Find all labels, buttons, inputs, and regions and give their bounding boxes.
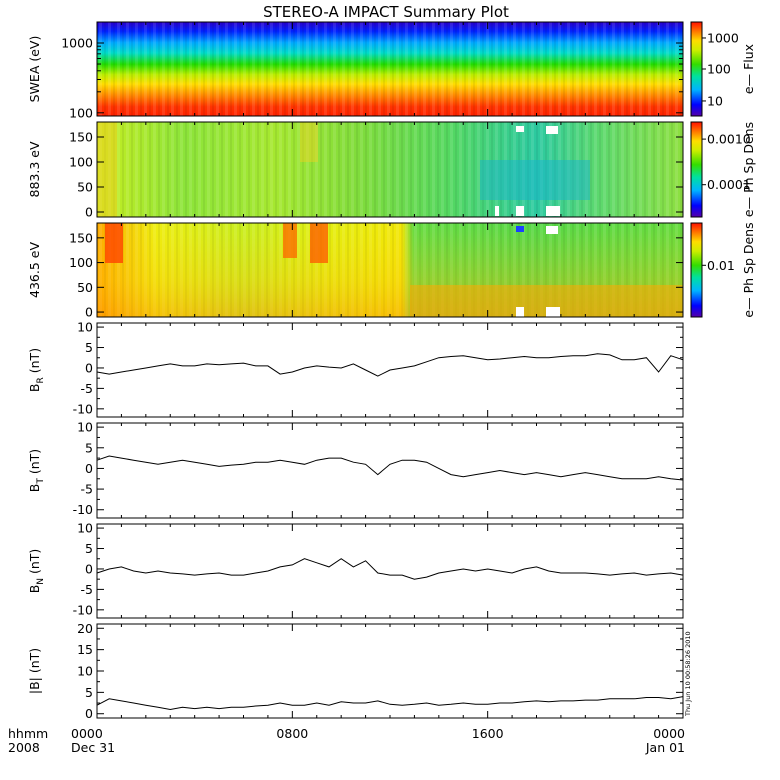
spectrogram-tick-label: 100 <box>69 155 93 170</box>
line-tick-label: 0 <box>85 561 93 576</box>
line-tick-label: 10 <box>77 420 93 435</box>
line-tick-label: -5 <box>81 582 93 597</box>
spectrogram-axis-3: 0 50 100 150 436.5 eV <box>27 223 684 320</box>
line-tick-label: 5 <box>85 440 93 455</box>
field-trace <box>96 353 684 377</box>
spectrogram-axis-2: 0 50 100 150 883.3 eV <box>27 122 684 220</box>
spectrogram-ylabel: 883.3 eV <box>27 141 42 197</box>
spectrogram-axis-1: 100 1000 SWEA (eV) <box>27 22 684 120</box>
spectrogram-tick-label: 100 <box>69 255 93 270</box>
pitch-883-colorbar <box>690 121 703 218</box>
year-label: 2008 <box>8 740 40 755</box>
spectrogram-tick-label: 100 <box>69 105 93 120</box>
swea-spectrogram <box>97 22 683 116</box>
field-trace <box>96 696 684 711</box>
spectrogram-tick-label: 50 <box>77 180 93 195</box>
line-tick-label: 5 <box>85 685 93 700</box>
colorbar-tick-label: 0.0001 <box>707 177 751 192</box>
swea-colorbar <box>690 21 703 117</box>
line-ylabel: BT (nT) <box>27 449 46 492</box>
spectrogram-tick-label: 50 <box>77 280 93 295</box>
spectrogram-ylabel: SWEA (eV) <box>27 36 42 103</box>
time-tick-label: 0000 <box>653 726 685 741</box>
date-label: Dec 31 <box>71 740 115 755</box>
line-panel-1: -10 -5 0 5 10 BR (nT) <box>27 320 684 418</box>
line-panel-4: 0 5 10 15 20 |B| (nT) <box>27 621 684 721</box>
line-tick-label: -10 <box>73 502 93 517</box>
line-ylabel: BN (nT) <box>27 549 46 594</box>
time-unit-label: hhmm <box>8 726 48 741</box>
spectrogram-tick-label: 150 <box>69 230 93 245</box>
line-panel-2: -10 -5 0 5 10 BT (nT) <box>27 420 684 519</box>
plot-title: STEREO-A IMPACT Summary Plot <box>263 3 509 21</box>
field-trace <box>96 455 684 481</box>
time-tick-label: 0000 <box>71 726 103 741</box>
spectrogram-tick-label: 0 <box>85 305 93 320</box>
colorbar-tick-label: 0.0010 <box>707 132 751 147</box>
line-tick-label: 10 <box>77 664 93 679</box>
line-tick-label: 5 <box>85 541 93 556</box>
line-tick-label: 20 <box>77 621 93 636</box>
panel-frame <box>96 422 684 519</box>
line-panel-3: -10 -5 0 5 10 BN (nT) <box>27 521 684 619</box>
time-tick-label: 1600 <box>472 726 504 741</box>
pitch-883-spectrogram <box>97 122 683 217</box>
line-tick-label: -5 <box>81 482 93 497</box>
pitch-436-spectrogram <box>97 223 683 317</box>
colorbar-tick-label: 0.01 <box>707 258 735 273</box>
colorbar-tick-label: 10 <box>707 93 723 108</box>
line-tick-label: 15 <box>77 642 93 657</box>
line-tick-label: 0 <box>85 706 93 721</box>
colorbar-tick-label: 1000 <box>707 30 739 45</box>
line-tick-label: -5 <box>81 381 93 396</box>
line-tick-label: 0 <box>85 461 93 476</box>
run-stamp: Thu Jun 10 00:58:26 2010 <box>684 631 692 717</box>
time-tick-label: 0800 <box>276 726 308 741</box>
spectrogram-tick-label: 150 <box>69 130 93 145</box>
colorbar-title: e— Ph Sp Dens <box>741 122 756 217</box>
line-tick-label: -10 <box>73 401 93 416</box>
line-tick-label: 0 <box>85 360 93 375</box>
pitch-436-colorbar <box>690 222 703 318</box>
date-label: Jan 01 <box>645 740 685 755</box>
spectrogram-ylabel: 436.5 eV <box>27 242 42 298</box>
line-tick-label: -10 <box>73 602 93 617</box>
colorbar-labels-3: 0.01 e— Ph Sp Dens <box>702 222 756 318</box>
line-tick-label: 10 <box>77 320 93 335</box>
colorbar-title: e— Flux <box>741 44 756 94</box>
line-tick-label: 5 <box>85 340 93 355</box>
line-tick-label: 10 <box>77 521 93 536</box>
field-trace <box>96 558 684 580</box>
colorbar-title: e— Ph Sp Dens <box>741 222 756 317</box>
line-ylabel: BR (nT) <box>27 348 46 392</box>
panel-frame <box>96 523 684 619</box>
spectrogram-tick-label: 1000 <box>61 36 93 51</box>
line-ylabel: |B| (nT) <box>27 648 42 694</box>
colorbar-tick-label: 100 <box>707 62 731 77</box>
spectrogram-tick-label: 0 <box>85 205 93 220</box>
